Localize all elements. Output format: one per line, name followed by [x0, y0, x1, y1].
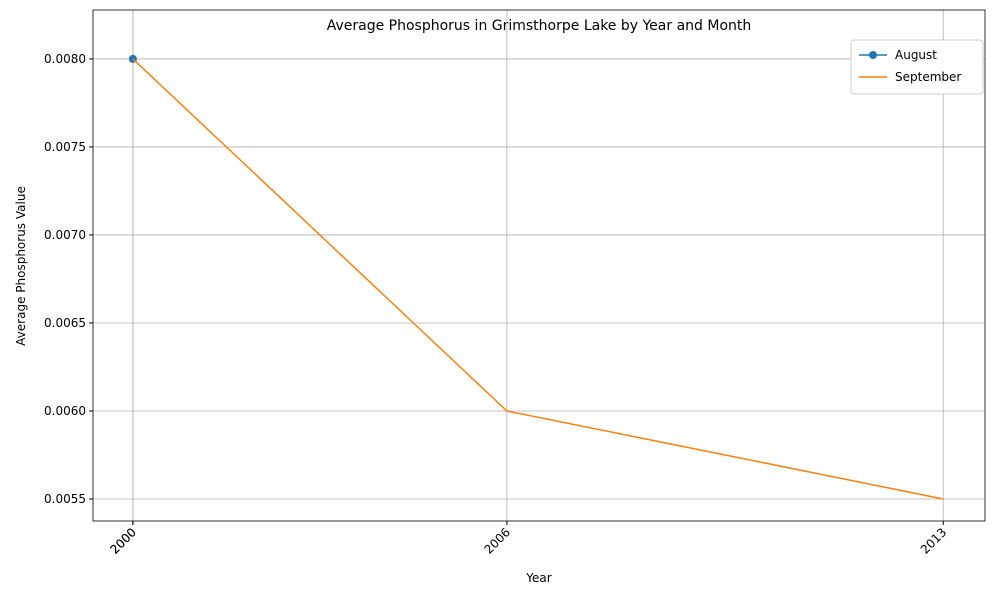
- y-tick-label: 0.0060: [44, 404, 86, 418]
- y-tick-label: 0.0065: [44, 316, 86, 330]
- data-line: [132, 58, 944, 500]
- plot-frame: [92, 9, 986, 522]
- y-axis-label: Average Phosphorus Value: [14, 186, 28, 346]
- y-tick-label: 0.0075: [44, 140, 86, 154]
- y-tick-label: 0.0055: [44, 492, 86, 506]
- x-tick-label: 2006: [482, 525, 513, 556]
- x-axis-label: Year: [525, 571, 551, 585]
- x-tick-label: 2000: [108, 525, 139, 556]
- legend-box: [850, 39, 984, 95]
- legend-marker: [869, 51, 877, 59]
- chart-title: Average Phosphorus in Grimsthorpe Lake b…: [327, 18, 752, 34]
- y-tick-label: 0.0080: [44, 52, 86, 66]
- y-tick-label: 0.0070: [44, 228, 86, 242]
- legend-label: September: [895, 70, 961, 84]
- legend-label: August: [895, 48, 937, 62]
- x-tick-label: 2013: [918, 525, 949, 556]
